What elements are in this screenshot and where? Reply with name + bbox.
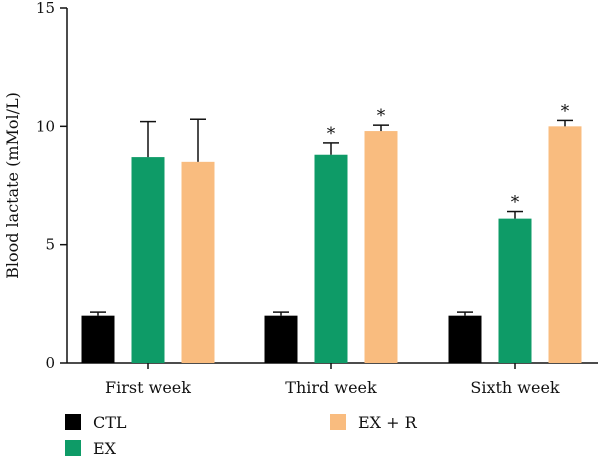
bar	[548, 126, 582, 363]
legend-swatch	[65, 414, 81, 430]
x-tick-label: Sixth week	[470, 378, 560, 397]
bar	[498, 218, 532, 363]
significance-marker: *	[511, 193, 520, 213]
significance-marker: *	[377, 106, 386, 126]
y-axis-label: Blood lactate (mMol/L)	[3, 92, 22, 279]
legend-swatch	[65, 440, 81, 456]
bar	[314, 154, 348, 363]
y-tick-label: 5	[45, 236, 55, 254]
y-tick-label: 10	[36, 117, 55, 135]
x-tick-label: First week	[105, 378, 191, 397]
bars: * * * *	[81, 101, 582, 363]
bar	[364, 131, 398, 363]
y-tick-label: 0	[45, 354, 55, 372]
bar	[264, 315, 298, 363]
bar	[181, 161, 215, 363]
legend: CTL EX EX + R	[65, 413, 418, 458]
y-tick-label: 15	[36, 0, 55, 17]
legend-label: EX + R	[358, 413, 418, 432]
legend-label: EX	[93, 439, 117, 458]
significance-marker: *	[561, 101, 570, 121]
bar	[131, 157, 165, 363]
bar	[81, 315, 115, 363]
legend-label: CTL	[93, 413, 127, 432]
legend-swatch	[330, 414, 346, 430]
significance-marker: *	[327, 124, 336, 144]
bar	[448, 315, 482, 363]
x-tick-label: Third week	[285, 378, 377, 397]
